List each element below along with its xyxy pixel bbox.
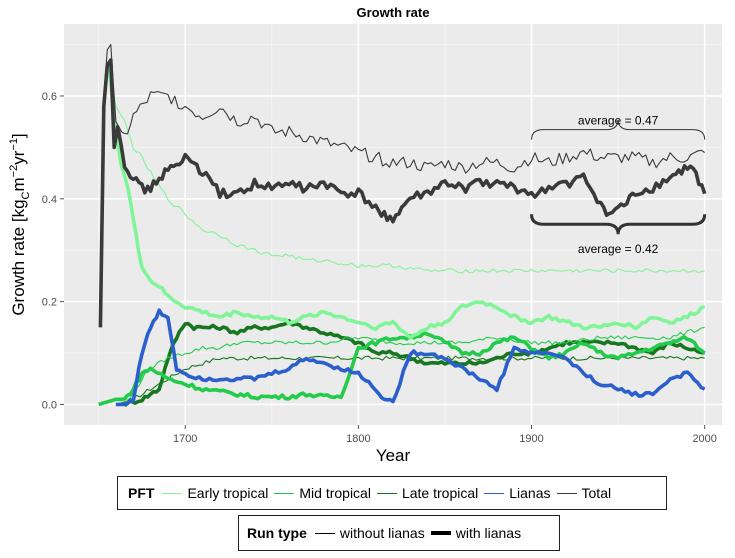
series-line-total-with-lianas [98, 58, 707, 328]
legend-key-swatch [484, 492, 505, 494]
x-tick-label: 1800 [346, 433, 370, 445]
run-type-legend-label: without lianas [339, 525, 425, 541]
run-type-legend-item: without lianas [314, 525, 425, 541]
x-tick-label: 1900 [519, 433, 543, 445]
pft-legend-title: PFT [128, 485, 155, 501]
y-tick-label: 0.0 [42, 399, 57, 411]
pft-legend: PFT Early tropical Mid tropical Late tropi… [117, 476, 667, 510]
x-axis-label: Year [376, 446, 411, 465]
y-axis-label: Growth rate [kgCm−2yr−1] [8, 133, 32, 315]
pft-legend-label: Mid tropical [299, 485, 371, 501]
series-line-mid-tropical-without-lianas [115, 326, 705, 406]
pft-legend-label: Early tropical [187, 485, 269, 501]
series-line-early-tropical-without-lianas [108, 65, 705, 274]
y-tick-label: 0.6 [42, 91, 57, 103]
y-tick-label: 0.4 [42, 194, 57, 206]
pft-legend-label: Total [581, 485, 612, 501]
legend-key-swatch [430, 531, 451, 535]
series-line-early-tropical-with-lianas [107, 64, 706, 340]
pft-legend-item: Mid tropical [274, 485, 371, 501]
legend-key-swatch [162, 492, 183, 494]
pft-legend-item: Total [556, 485, 612, 501]
pft-legend-label: Lianas [509, 485, 551, 501]
pft-legend-item: Late tropical [376, 485, 479, 501]
legend-key-swatch [314, 532, 335, 534]
y-tick-label: 0.2 [42, 297, 57, 309]
x-tick-label: 1700 [173, 433, 197, 445]
growth-rate-chart: 1700 1800 1900 2000 0.0 0.2 0.4 0.6 Growth rate Y… [8, 5, 722, 465]
run-type-legend-item: with lianas [430, 525, 522, 541]
annotation-label: average = 0.47 [578, 113, 659, 127]
pft-legend-item: Early tropical [162, 485, 268, 501]
legend-key-swatch [274, 492, 295, 494]
series-line-mid-tropical-with-lianas [98, 331, 706, 407]
run-type-legend-label: with lianas [455, 525, 522, 541]
x-tick-label: 2000 [692, 433, 716, 445]
pft-legend-label: Late tropical [401, 485, 479, 501]
series-line-total-without-lianas [99, 44, 705, 328]
run-type-legend: Run type without lianas with lianas [238, 515, 560, 551]
chart-title: Growth rate [357, 5, 430, 20]
series-line-lianas-with-lianas [115, 308, 706, 407]
annotation-label: average = 0.42 [578, 242, 659, 256]
run-type-legend-title: Run type [247, 525, 307, 541]
legend-key-swatch [556, 492, 577, 494]
pft-legend-item: Lianas [484, 485, 551, 501]
legend-key-swatch [376, 492, 397, 494]
